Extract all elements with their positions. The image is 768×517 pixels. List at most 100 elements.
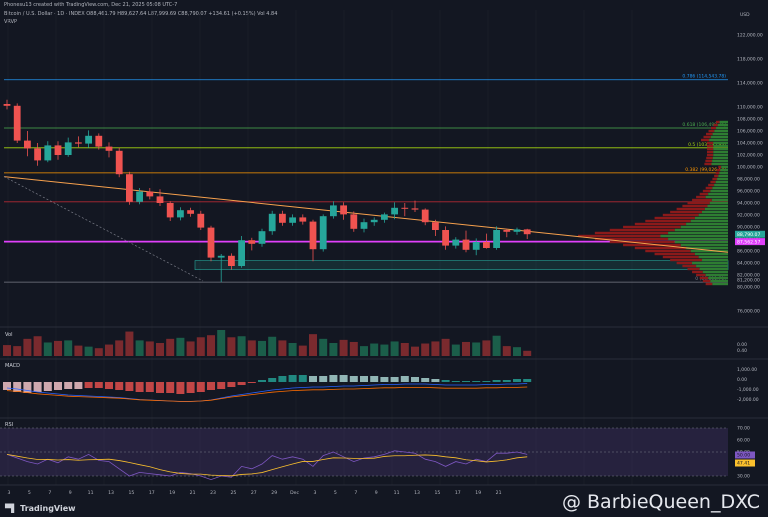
candle-body <box>483 242 490 248</box>
candle-body <box>238 240 245 266</box>
rsi-axis-label: 60.00 <box>737 438 750 444</box>
price-axis-tick-label: 102,000.00 <box>737 153 763 159</box>
volume-profile-bar-up <box>719 171 728 175</box>
rsi-pane-label[interactable]: RSI <box>5 422 14 428</box>
macd-histogram-bar <box>370 376 379 382</box>
price-axis-tick-label: 92,000.00 <box>737 213 760 219</box>
volume-profile-bar-down <box>676 261 693 265</box>
macd-histogram-bar <box>472 381 481 382</box>
volume-profile-bar-down <box>705 159 713 163</box>
volume-profile-bar-up <box>710 135 728 139</box>
volume-profile-bar-down <box>696 273 706 277</box>
volume-profile-bar-down <box>708 129 715 133</box>
candle-body <box>513 229 521 232</box>
macd-histogram-bar <box>135 382 144 392</box>
macd-line <box>6 383 528 402</box>
volume-profile-bar-up <box>694 252 728 256</box>
volume-profile-bar-down <box>623 243 681 247</box>
volume-profile-bar-down <box>594 237 669 241</box>
time-axis-label: 11 <box>88 490 94 496</box>
volume-bar <box>502 346 511 356</box>
time-axis-label: 3 <box>8 490 11 496</box>
volume-profile-bar-down <box>702 189 711 193</box>
vrvp-indicator-label[interactable]: VRVP <box>4 19 18 25</box>
price-tag-box <box>735 238 765 246</box>
volume-bar <box>247 340 256 356</box>
candle-body <box>279 213 286 223</box>
volume-profile-bar-down <box>662 213 699 217</box>
candle-body <box>3 104 11 106</box>
macd-pane-label[interactable]: MACD <box>5 363 20 369</box>
volume-profile-bar-down <box>654 252 695 256</box>
volume-bar <box>258 340 266 356</box>
time-axis-label: 19 <box>475 490 481 496</box>
macd-histogram-bar <box>278 376 287 382</box>
price-axis-tick-label: 110,000.00 <box>737 105 763 111</box>
time-axis-label: Dec <box>290 490 299 496</box>
candle-body <box>309 221 317 250</box>
time-axis-label: 7 <box>48 490 51 496</box>
volume-bar <box>288 343 297 356</box>
volume-pane-label[interactable]: Vol <box>5 332 13 338</box>
volume-bar <box>298 345 307 356</box>
volume-profile-bar-up <box>713 147 728 151</box>
candle-body <box>350 214 358 229</box>
time-axis-label: 9 <box>69 490 72 496</box>
volume-profile-bar-down <box>699 192 709 196</box>
macd-histogram-bar <box>54 382 62 390</box>
volume-bar <box>115 340 124 356</box>
volume-profile-bar-down <box>706 153 714 157</box>
volume-bar <box>13 346 22 356</box>
macd-axis-label: -2,000.00 <box>737 397 759 403</box>
volume-bar <box>441 338 450 356</box>
descending-trendline <box>3 176 729 253</box>
volume-bar <box>186 341 195 356</box>
macd-histogram-bar <box>482 381 491 382</box>
volume-profile <box>578 120 728 286</box>
time-axis-label: 23 <box>210 490 216 496</box>
price-axis-tick-label: 98,000.00 <box>737 177 760 183</box>
volume-profile-bar-up <box>698 255 728 259</box>
volume-profile-bar-up <box>713 150 728 154</box>
volume-profile-bar-down <box>708 183 715 187</box>
macd-histogram-bar <box>390 377 399 382</box>
volume-bar <box>74 345 83 356</box>
rsi-axis-label: 70.00 <box>737 426 750 432</box>
macd-histogram-bar <box>64 382 73 389</box>
volume-profile-bar-up <box>705 195 728 199</box>
time-axis-label: 29 <box>271 490 277 496</box>
price-axis-tick-label: 96,000.00 <box>737 189 760 195</box>
time-axis-label: 17 <box>455 490 461 496</box>
volume-profile-bar-down <box>634 246 687 250</box>
volume-profile-bar-down <box>676 207 705 211</box>
volume-profile-bar-up <box>686 222 728 226</box>
volume-bar <box>319 338 328 356</box>
candle-body <box>177 210 184 218</box>
volume-bar <box>54 340 62 356</box>
volume-profile-bar-down <box>609 240 675 244</box>
volume-bar <box>380 344 389 356</box>
volume-profile-bar-up <box>710 279 728 283</box>
symbol-ohlc-line[interactable]: Bitcoin / U.S. Dollar · 1D · INDEX O88,4… <box>4 11 278 17</box>
macd-histogram-bar <box>207 382 215 390</box>
candle-body <box>523 229 531 235</box>
candle-body <box>85 135 92 144</box>
volume-bar <box>390 341 399 356</box>
volume-profile-bar-up <box>714 129 728 133</box>
time-axis-label: 7 <box>354 490 357 496</box>
macd-histogram-bar <box>237 382 246 385</box>
candle-body <box>105 146 113 151</box>
price-tag-box <box>735 230 765 238</box>
volume-profile-bar-down <box>707 150 714 154</box>
price-axis-tick-label: 106,000.00 <box>737 129 763 135</box>
macd-signal-line <box>6 386 528 402</box>
volume-profile-bar-up <box>712 186 728 190</box>
price-axis-tick-label: 118,000.00 <box>737 57 763 63</box>
candle-body <box>268 213 276 232</box>
volume-bar <box>268 336 277 356</box>
candle-body <box>503 230 511 232</box>
volume-profile-bar-down <box>706 132 713 136</box>
volume-profile-bar-up <box>714 183 728 187</box>
